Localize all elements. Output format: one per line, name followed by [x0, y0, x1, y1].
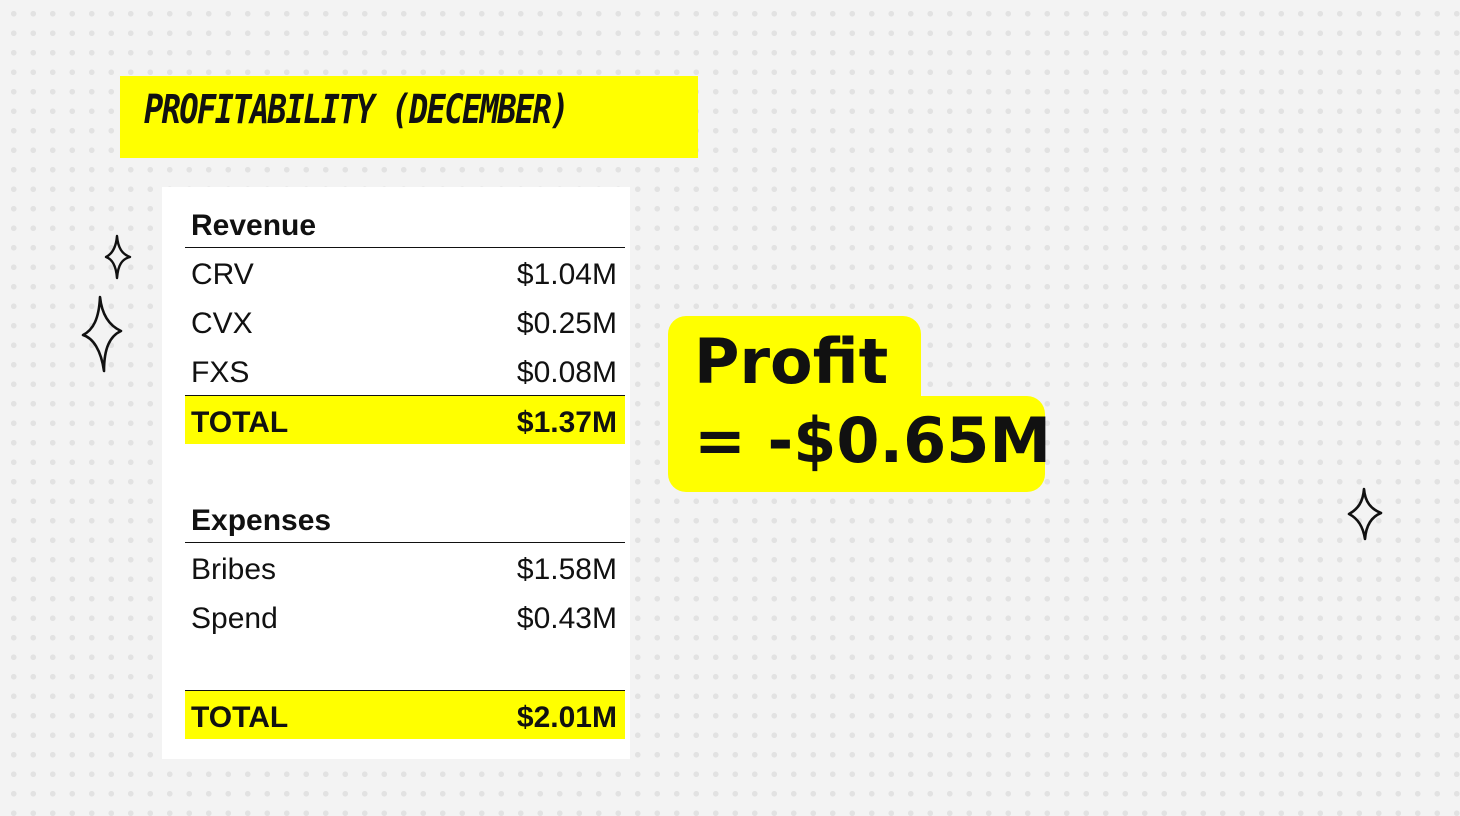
total-label: TOTAL [191, 701, 289, 734]
revenue-header-row: Revenue [185, 199, 625, 248]
slide-title: PROFITABILITY (DECEMBER) [144, 87, 570, 133]
expenses-total-row: TOTAL $2.01M [185, 690, 625, 739]
row-label: Bribes [191, 553, 277, 586]
profitability-table: Revenue CRV $1.04M CVX $0.25M FXS $0.08M… [162, 187, 630, 759]
row-value: $1.58M [516, 553, 617, 586]
profit-callout-bottom [668, 396, 1045, 492]
sparkle-icon [81, 295, 123, 373]
row-value: $1.04M [516, 258, 617, 291]
row-label: CVX [191, 307, 253, 340]
expenses-header-row: Expenses [185, 494, 625, 543]
table-row: CVX $0.25M [185, 297, 625, 346]
expenses-header: Expenses [191, 504, 332, 537]
profit-label: Profit [694, 325, 889, 398]
table-row: CRV $1.04M [185, 248, 625, 297]
row-label: CRV [191, 258, 254, 291]
title-banner [120, 76, 698, 158]
sparkle-icon [104, 234, 132, 280]
total-value: $1.37M [516, 406, 617, 439]
table-row: Spend $0.43M [185, 592, 625, 641]
row-label: FXS [191, 356, 250, 389]
table-row: FXS $0.08M [185, 346, 625, 395]
row-value: $0.43M [516, 602, 617, 635]
row-label: Spend [191, 602, 278, 635]
revenue-total-row: TOTAL $1.37M [185, 395, 625, 444]
row-value: $0.25M [516, 307, 617, 340]
row-value: $0.08M [516, 356, 617, 389]
table-row: Bribes $1.58M [185, 543, 625, 592]
sparkle-icon [1347, 487, 1383, 541]
total-label: TOTAL [191, 406, 289, 439]
profit-value: = -$0.65M [694, 404, 1052, 477]
total-value: $2.01M [516, 701, 617, 734]
revenue-header: Revenue [191, 209, 317, 242]
